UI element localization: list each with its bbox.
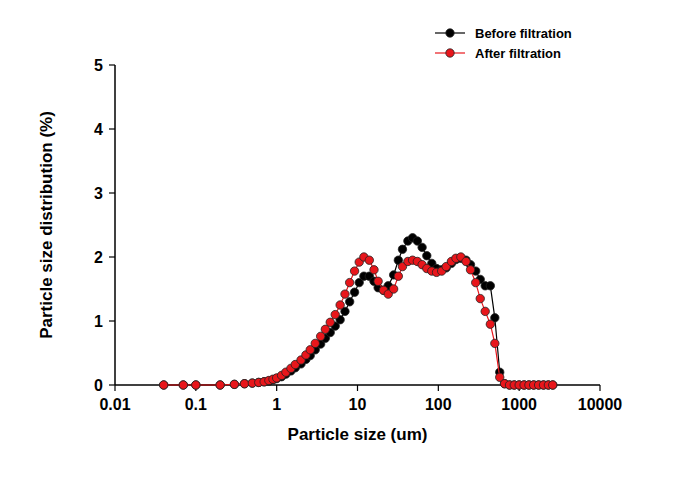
y-tick — [109, 192, 115, 193]
y-axis-label: Particle size distribution (%) — [37, 111, 56, 339]
chart: 0.01 0.1 1 10 100 1000 10000 0 1 2 3 4 5 Particle siz… — [0, 0, 689, 485]
y-tick-label: 2 — [94, 249, 103, 266]
point — [326, 318, 334, 326]
point — [462, 257, 470, 265]
point — [311, 339, 319, 347]
y-tick — [109, 64, 115, 65]
point — [192, 381, 200, 389]
x-tick-label: 10 — [349, 396, 367, 413]
x-tick-label: 0.1 — [185, 396, 207, 413]
point — [389, 285, 397, 293]
legend-marker — [446, 29, 454, 37]
series-line — [164, 257, 553, 385]
y-tick — [109, 384, 115, 385]
point — [486, 320, 494, 328]
point — [466, 266, 474, 274]
point — [345, 278, 353, 286]
x-tick — [114, 385, 115, 391]
x-tick-label: 1 — [272, 396, 281, 413]
x-tick-label: 0.01 — [99, 396, 130, 413]
series-line — [164, 238, 553, 385]
point — [341, 290, 349, 298]
y-tick-label: 3 — [94, 185, 103, 202]
point — [331, 310, 339, 318]
y-tick — [109, 128, 115, 129]
point — [159, 381, 167, 389]
point — [549, 381, 557, 389]
x-tick — [357, 385, 358, 391]
point — [179, 381, 187, 389]
x-tick-label: 100 — [425, 396, 452, 413]
point — [216, 381, 224, 389]
point — [240, 380, 248, 388]
x-tick — [599, 385, 600, 391]
point — [350, 288, 358, 296]
y-tick-label: 5 — [94, 57, 103, 74]
point — [481, 307, 489, 315]
point — [549, 381, 557, 389]
point — [240, 380, 248, 388]
plot-area — [159, 234, 556, 390]
legend-label: After filtration — [475, 46, 561, 61]
point — [398, 245, 406, 253]
point — [159, 381, 167, 389]
point — [423, 252, 431, 260]
point — [179, 381, 187, 389]
point — [491, 339, 499, 347]
y-axis — [114, 65, 116, 385]
y-tick-label: 0 — [94, 377, 103, 394]
x-tick-label: 1000 — [501, 396, 537, 413]
x-tick — [438, 385, 439, 391]
point — [230, 380, 238, 388]
y-tick-label: 4 — [94, 121, 103, 138]
y-tick-label: 1 — [94, 313, 103, 330]
point — [472, 278, 480, 286]
point — [192, 381, 200, 389]
point — [418, 243, 426, 251]
point — [216, 381, 224, 389]
point — [230, 380, 238, 388]
point — [370, 266, 378, 274]
y-tick — [109, 256, 115, 257]
point — [365, 256, 373, 264]
point — [486, 282, 494, 290]
legend-label: Before filtration — [475, 26, 572, 41]
point — [394, 272, 402, 280]
x-axis-label: Particle size (um) — [288, 425, 428, 444]
y-tick — [109, 320, 115, 321]
legend-marker — [446, 49, 454, 57]
legend: Before filtration After filtration — [435, 26, 572, 61]
x-tick — [276, 385, 277, 391]
point — [350, 267, 358, 275]
point — [374, 277, 382, 285]
point — [476, 294, 484, 302]
x-tick-label: 10000 — [578, 396, 623, 413]
point — [345, 298, 353, 306]
point — [336, 301, 344, 309]
